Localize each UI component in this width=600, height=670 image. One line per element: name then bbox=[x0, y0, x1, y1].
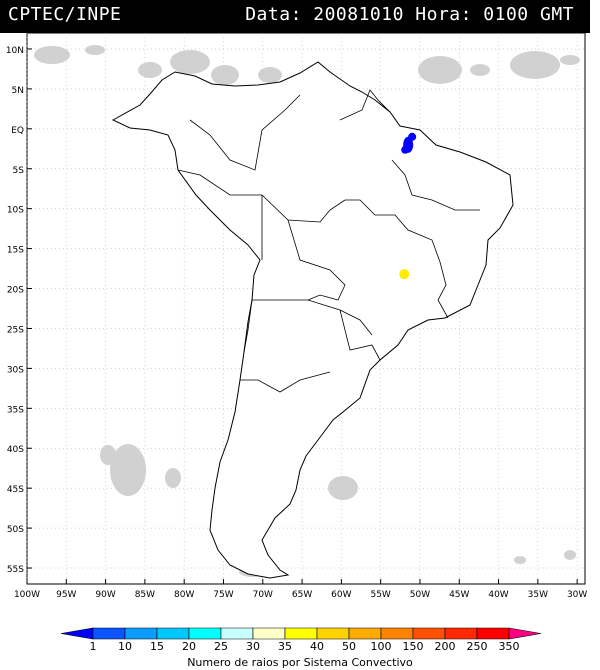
lat-tick-label: 30S bbox=[7, 365, 24, 375]
colorbar-segment bbox=[316, 627, 350, 640]
lightning-systems bbox=[399, 132, 417, 280]
lat-tick-label: EQ bbox=[11, 126, 24, 136]
lat-tick-label: 55S bbox=[7, 565, 24, 575]
colorbar-segment bbox=[124, 627, 158, 640]
colorbar-segment bbox=[476, 627, 510, 640]
lat-tick-label: 20S bbox=[7, 286, 24, 296]
colorbar-segment bbox=[380, 627, 414, 640]
lon-tick-label: 30W bbox=[567, 590, 587, 600]
colorbar-segment bbox=[412, 627, 446, 640]
colorbar-label: 350 bbox=[499, 640, 520, 653]
legend-title: Numero de raios por Sistema Convectivo bbox=[187, 656, 413, 669]
lat-tick-label: 10N bbox=[6, 46, 24, 56]
colorbar-segment bbox=[188, 627, 222, 640]
country-borders bbox=[177, 89, 480, 393]
colorbar-label: 20 bbox=[182, 640, 196, 653]
lat-tick-label: 15S bbox=[7, 246, 24, 256]
lon-tick-label: 75W bbox=[213, 590, 233, 600]
colorbar-segment bbox=[284, 627, 318, 640]
colorbar-segment bbox=[252, 627, 286, 640]
colorbar-label: 35 bbox=[278, 640, 292, 653]
lon-tick-label: 40W bbox=[488, 590, 508, 600]
lat-tick-label: 40S bbox=[7, 445, 24, 455]
lon-tick-label: 55W bbox=[370, 590, 390, 600]
lon-tick-label: 35W bbox=[528, 590, 548, 600]
colorbar-label: 250 bbox=[467, 640, 488, 653]
lon-tick-label: 90W bbox=[95, 590, 115, 600]
lat-tick-label: 35S bbox=[7, 405, 24, 415]
lat-tick-label: 45S bbox=[7, 485, 24, 495]
graticule: 10N 5N EQ 5S 10S 15S 20S 25S 30S 35S 40S 45S 50S 55S 1… bbox=[6, 33, 587, 600]
colorbar: 1 10 15 20 25 30 35 40 50 100 150 200 250 350 bbox=[60, 627, 542, 653]
colorbar-segment bbox=[444, 627, 478, 640]
colorbar-segment bbox=[348, 627, 382, 640]
date-time-label: Data: 20081010 Hora: 0100 GMT bbox=[245, 4, 574, 25]
lat-tick-label: 50S bbox=[7, 525, 24, 535]
colorbar-label: 200 bbox=[435, 640, 456, 653]
colorbar-segment bbox=[508, 627, 542, 640]
lat-tick-label: 5N bbox=[12, 86, 24, 96]
lon-tick-label: 100W bbox=[14, 590, 40, 600]
lon-tick-label: 70W bbox=[253, 590, 273, 600]
source-label: CPTEC/INPE bbox=[8, 4, 122, 25]
lat-tick-label: 5S bbox=[13, 166, 25, 176]
lon-tick-label: 65W bbox=[292, 590, 312, 600]
colorbar-label: 40 bbox=[310, 640, 324, 653]
lightning-system-marker bbox=[401, 132, 417, 154]
lon-tick-label: 80W bbox=[174, 590, 194, 600]
title-bar: CPTEC/INPE Data: 20081010 Hora: 0100 GMT bbox=[0, 0, 590, 33]
lon-tick-label: 50W bbox=[410, 590, 430, 600]
lightning-system-marker bbox=[399, 269, 410, 280]
colorbar-segment bbox=[156, 627, 190, 640]
colorbar-label: 100 bbox=[371, 640, 392, 653]
lat-tick-label: 25S bbox=[7, 325, 24, 335]
lat-tick-label: 10S bbox=[7, 206, 24, 216]
colorbar-segment bbox=[220, 627, 254, 640]
colorbar-label: 30 bbox=[246, 640, 260, 653]
colorbar-segment bbox=[92, 627, 126, 640]
lon-tick-label: 60W bbox=[331, 590, 351, 600]
colorbar-label: 150 bbox=[403, 640, 424, 653]
colorbar-label: 1 bbox=[90, 640, 97, 653]
colorbar-segment bbox=[60, 627, 94, 640]
colorbar-label: 25 bbox=[214, 640, 228, 653]
colorbar-label: 10 bbox=[118, 640, 132, 653]
lon-tick-label: 45W bbox=[449, 590, 469, 600]
colorbar-label: 15 bbox=[150, 640, 164, 653]
lon-tick-label: 95W bbox=[56, 590, 76, 600]
lon-tick-label: 85W bbox=[135, 590, 155, 600]
colorbar-label: 50 bbox=[342, 640, 356, 653]
